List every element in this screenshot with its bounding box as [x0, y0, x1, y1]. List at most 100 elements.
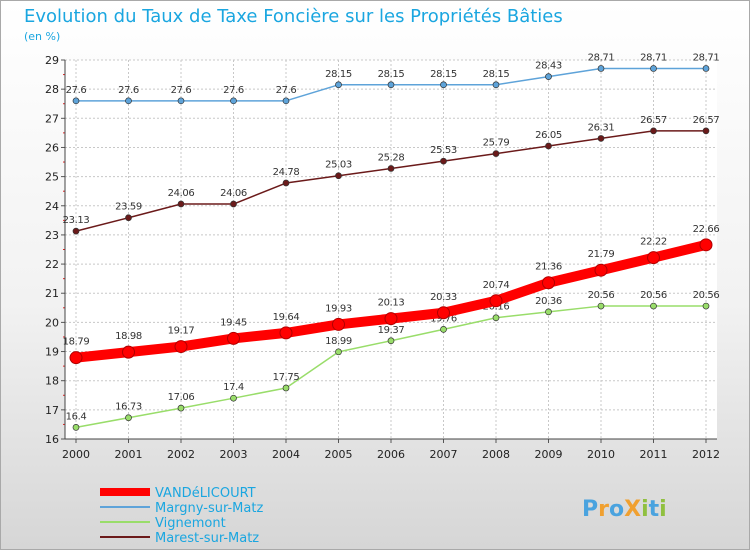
x-tick-label: 2005: [325, 448, 353, 461]
data-label: 16.73: [115, 402, 142, 413]
data-label: 24.06: [168, 188, 195, 199]
brand-letter: o: [609, 497, 624, 522]
data-point: [440, 326, 447, 333]
data-point: [387, 337, 395, 345]
data-label: 20.13: [378, 298, 405, 309]
x-tick-label: 2009: [535, 448, 563, 461]
data-point: [125, 97, 132, 105]
data-label: 28.15: [325, 69, 352, 80]
y-tick-label: 21: [45, 287, 59, 300]
legend: VANDéLICOURTMargny-sur-MatzVignemontMare…: [100, 486, 263, 546]
brand-logo: ProXiti: [582, 497, 667, 522]
data-point: [650, 127, 657, 135]
data-point: [597, 65, 605, 72]
series-2: 16.416.7317.0617.417.7518.9919.3719.7620…: [66, 290, 720, 431]
y-tick-label: 19: [45, 346, 59, 359]
y-tick-label: 28: [45, 83, 59, 96]
data-point: [335, 348, 342, 356]
data-point: [282, 384, 290, 392]
data-point: [230, 394, 237, 402]
data-point: [69, 351, 83, 365]
data-label: 21.36: [535, 262, 562, 273]
data-point: [177, 97, 185, 105]
x-tick-label: 2008: [482, 448, 510, 461]
data-point: [72, 227, 80, 235]
y-tick-label: 16: [45, 433, 59, 446]
y-tick-label: 22: [45, 258, 59, 271]
y-tick-label: 26: [45, 141, 59, 154]
data-label: 27.6: [276, 85, 297, 96]
data-point: [440, 157, 447, 165]
series-group: 27.6 27.6 27.6 27.6 27.6 28.15 28.15 28.15 28.15…: [63, 52, 720, 431]
data-label: 20.56: [640, 290, 667, 301]
data-point: [332, 317, 345, 331]
y-tick-label: 24: [45, 200, 59, 213]
brand-text: ProXiti: [582, 497, 667, 522]
data-point: [702, 127, 710, 135]
data-label: 17.75: [273, 372, 300, 383]
data-label: 26.31: [588, 122, 615, 133]
x-tick-label: 2012: [692, 448, 720, 461]
data-point: [335, 81, 342, 89]
data-label: 28.71: [640, 52, 667, 63]
data-label: 25.28: [378, 152, 405, 163]
chart-subtitle: (en %): [24, 30, 60, 43]
data-point: [699, 238, 713, 252]
x-tick-label: 2001: [115, 448, 143, 461]
brand-letter: i: [641, 497, 649, 522]
data-point: [125, 414, 132, 422]
data-point: [702, 65, 710, 72]
data-point: [384, 312, 398, 326]
data-label: 19.93: [325, 303, 352, 314]
data-point: [437, 306, 450, 320]
legend-label: Margny-sur-Matz: [155, 501, 263, 516]
data-label: 24.78: [273, 167, 300, 178]
data-point: [282, 97, 290, 105]
data-label: 20.33: [430, 292, 457, 303]
data-point: [650, 65, 657, 72]
data-label: 26.57: [640, 115, 667, 126]
data-point: [492, 81, 500, 89]
data-point: [440, 81, 447, 89]
data-label: 17.4: [223, 382, 244, 393]
data-point: [279, 326, 293, 340]
brand-letter: t: [649, 497, 660, 522]
data-point: [174, 340, 188, 354]
brand-letter: X: [624, 497, 641, 522]
chart-title: Evolution du Taux de Taxe Foncière sur l…: [24, 6, 563, 27]
data-point: [545, 73, 552, 80]
data-point: [282, 179, 290, 187]
x-tick-label: 2004: [272, 448, 300, 461]
x-tick-label: 2006: [377, 448, 405, 461]
data-label: 24.06: [220, 188, 247, 199]
data-label: 26.05: [535, 130, 562, 141]
y-tick-label: 23: [45, 229, 59, 242]
legend-label: Vignemont: [155, 516, 226, 531]
data-label: 18.98: [115, 331, 142, 342]
data-label: 23.13: [63, 215, 90, 226]
data-point: [177, 404, 185, 412]
data-point: [492, 314, 500, 322]
data-label: 25.53: [430, 145, 457, 156]
data-point: [542, 276, 555, 290]
data-label: 28.15: [483, 69, 510, 80]
data-label: 23.59: [115, 202, 142, 213]
data-point: [72, 97, 80, 105]
data-label: 28.15: [430, 69, 457, 80]
y-tick-label: 27: [45, 112, 59, 125]
y-tick-label: 25: [45, 171, 59, 184]
data-point: [597, 135, 605, 142]
data-point: [227, 331, 240, 345]
brand-letter: P: [582, 497, 598, 522]
data-label: 20.36: [535, 296, 562, 307]
y-tick-label: 29: [45, 54, 59, 67]
data-label: 20.56: [588, 290, 615, 301]
series-3: 23.13 23.59 24.06 24.06 24.78 25.03 25.28 25.53…: [63, 115, 720, 235]
data-label: 19.37: [378, 325, 405, 336]
series-1: 27.6 27.6 27.6 27.6 27.6 28.15 28.15 28.15 28.15…: [66, 52, 720, 105]
data-label: 28.43: [535, 61, 562, 72]
data-point: [230, 200, 237, 208]
x-tick-label: 2010: [587, 448, 615, 461]
data-label: 28.71: [693, 52, 720, 63]
data-label: 22.66: [693, 224, 720, 235]
